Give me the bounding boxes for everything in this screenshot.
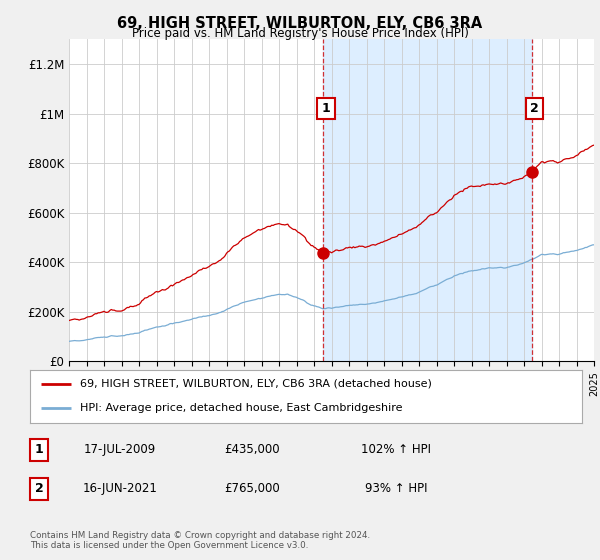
Text: 102% ↑ HPI: 102% ↑ HPI	[361, 443, 431, 456]
Bar	[323, 39, 532, 361]
Text: HPI: Average price, detached house, East Cambridgeshire: HPI: Average price, detached house, East…	[80, 403, 402, 413]
Text: 17-JUL-2009: 17-JUL-2009	[84, 443, 156, 456]
Text: 16-JUN-2021: 16-JUN-2021	[83, 482, 157, 496]
Text: 69, HIGH STREET, WILBURTON, ELY, CB6 3RA (detached house): 69, HIGH STREET, WILBURTON, ELY, CB6 3RA…	[80, 379, 431, 389]
Text: 2: 2	[530, 102, 539, 115]
Text: 1: 1	[35, 443, 43, 456]
Text: 1: 1	[322, 102, 331, 115]
Text: Contains HM Land Registry data © Crown copyright and database right 2024.
This d: Contains HM Land Registry data © Crown c…	[30, 530, 370, 550]
Text: £765,000: £765,000	[224, 482, 280, 496]
Text: Price paid vs. HM Land Registry's House Price Index (HPI): Price paid vs. HM Land Registry's House …	[131, 27, 469, 40]
Text: 2: 2	[35, 482, 43, 496]
Text: 93% ↑ HPI: 93% ↑ HPI	[365, 482, 427, 496]
Text: 69, HIGH STREET, WILBURTON, ELY, CB6 3RA: 69, HIGH STREET, WILBURTON, ELY, CB6 3RA	[118, 16, 482, 31]
Text: £435,000: £435,000	[224, 443, 280, 456]
